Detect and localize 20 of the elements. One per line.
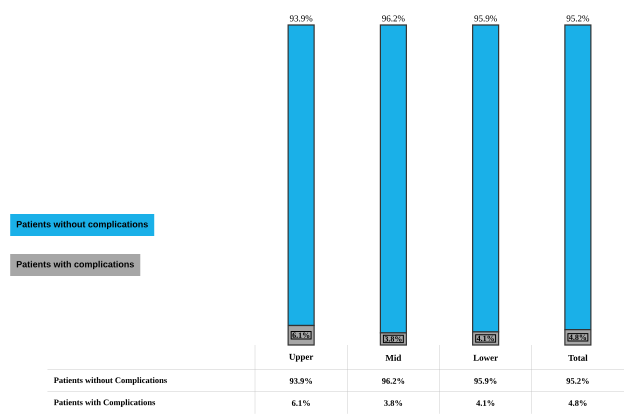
text: Patients without Complications	[54, 377, 167, 385]
text: Patients with Complications	[54, 399, 156, 407]
data-label: 3.8%	[384, 400, 402, 406]
x-tick-label: Total	[568, 354, 588, 361]
text: 95.9%	[474, 15, 497, 22]
data-label: 95.2%	[566, 378, 589, 384]
text: Patients with complications	[16, 260, 134, 270]
data-label: 4.8%	[568, 400, 587, 406]
data-label: 4.1%	[476, 400, 494, 406]
data-label: 96.2%	[382, 378, 404, 384]
data-label: 6.1%	[292, 400, 310, 406]
x-tick-label: Upper	[289, 354, 314, 362]
text: 95.2%	[566, 15, 590, 22]
x-tick-label: Mid	[386, 354, 402, 361]
data-label: 93.9%	[290, 378, 312, 384]
data-label: 95.9%	[474, 378, 496, 384]
text: 93.9%	[290, 15, 312, 22]
x-tick-label: Lower	[473, 354, 498, 361]
text: 96.2%	[382, 15, 405, 22]
text: Patients without complications	[16, 220, 148, 230]
